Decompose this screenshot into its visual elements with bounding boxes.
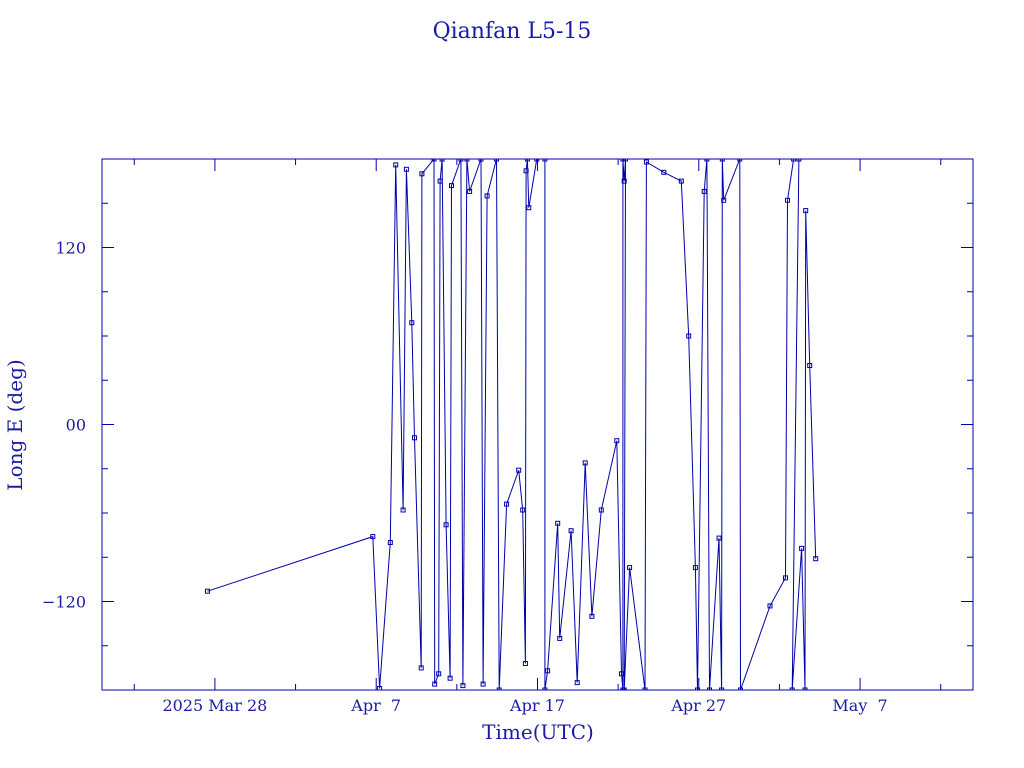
data-point xyxy=(719,687,725,690)
data-point xyxy=(799,545,805,551)
data-point xyxy=(692,565,698,571)
data-point xyxy=(467,188,473,194)
data-point xyxy=(701,188,707,194)
data-point xyxy=(783,575,788,581)
data-point xyxy=(642,687,648,690)
data-point xyxy=(707,687,712,690)
data-point xyxy=(447,675,453,681)
data-point xyxy=(789,687,795,690)
data-point xyxy=(598,507,604,513)
data-point xyxy=(494,159,499,162)
data-point xyxy=(400,507,406,513)
data-point xyxy=(661,169,667,175)
plot-frame xyxy=(101,158,974,691)
data-point xyxy=(623,159,628,162)
data-point xyxy=(464,159,470,162)
data-point xyxy=(542,159,548,162)
series-line xyxy=(207,159,817,690)
data-point xyxy=(542,687,548,690)
data-point xyxy=(524,159,530,162)
data-series xyxy=(205,159,819,690)
data-point xyxy=(589,613,595,619)
data-point xyxy=(437,178,443,184)
data-point xyxy=(449,183,454,189)
x-axis-label: Time(UTC) xyxy=(482,720,594,744)
data-point xyxy=(621,687,627,690)
data-point xyxy=(526,205,532,211)
x-tick-label: Apr 7 xyxy=(350,696,401,715)
data-point xyxy=(621,178,627,184)
data-point xyxy=(686,333,692,339)
data-point xyxy=(431,159,437,162)
data-point xyxy=(716,535,722,541)
y-axis-label: Long E (deg) xyxy=(3,359,27,490)
data-point xyxy=(480,681,486,687)
data-point xyxy=(484,193,490,199)
chart-title: Qianfan L5-15 xyxy=(433,19,592,44)
data-point xyxy=(496,687,502,690)
data-point xyxy=(458,159,464,162)
data-point xyxy=(432,681,438,687)
data-point xyxy=(555,520,561,526)
data-point xyxy=(791,159,797,162)
data-point xyxy=(377,686,383,690)
data-point xyxy=(370,534,376,540)
data-point xyxy=(516,467,522,473)
data-point xyxy=(520,507,526,513)
y-tick-label: −120 xyxy=(42,593,86,612)
data-point xyxy=(796,159,802,162)
data-point xyxy=(568,528,574,534)
data-point xyxy=(582,460,588,466)
data-point xyxy=(436,671,442,677)
data-point xyxy=(205,588,210,594)
data-point xyxy=(393,162,399,168)
x-tick-label: 2025 Mar 28 xyxy=(162,696,267,715)
data-point xyxy=(557,635,563,641)
data-point xyxy=(418,665,424,671)
data-point xyxy=(678,178,684,184)
data-point xyxy=(478,159,484,162)
data-point xyxy=(704,159,710,162)
data-point xyxy=(460,683,466,689)
data-point xyxy=(813,556,819,562)
data-point xyxy=(419,171,425,177)
data-point xyxy=(719,159,725,162)
axis-ticks xyxy=(102,159,973,690)
x-tick-labels: 2025 Mar 28 Apr 7 Apr 17 Apr 27 May 7 xyxy=(162,696,887,715)
data-point xyxy=(807,363,813,368)
data-point xyxy=(721,197,727,203)
data-point xyxy=(443,522,449,528)
data-point xyxy=(802,687,808,690)
x-tick-label: Apr 27 xyxy=(670,696,726,715)
y-tick-label: 120 xyxy=(55,239,86,258)
data-point xyxy=(767,603,773,609)
data-point xyxy=(803,208,809,214)
data-point xyxy=(785,197,790,203)
data-point xyxy=(738,687,743,690)
x-tick-label: May 7 xyxy=(832,696,887,715)
data-point xyxy=(643,159,649,165)
data-point xyxy=(412,435,417,441)
y-tick-labels: 120 00 −120 xyxy=(42,239,86,612)
data-point xyxy=(627,565,633,571)
data-point xyxy=(523,168,529,174)
data-point xyxy=(545,668,551,674)
data-point xyxy=(695,687,700,690)
data-point xyxy=(409,320,415,326)
data-point xyxy=(620,159,626,162)
data-point xyxy=(504,501,510,507)
data-point xyxy=(619,671,624,677)
data-point xyxy=(439,159,445,162)
data-point xyxy=(522,661,528,666)
x-tick-label: Apr 17 xyxy=(509,696,565,715)
data-point xyxy=(614,438,620,444)
y-tick-label: 00 xyxy=(66,416,86,435)
data-point xyxy=(387,540,393,545)
data-point xyxy=(403,166,409,172)
data-point xyxy=(737,159,743,162)
data-point xyxy=(534,159,540,162)
data-point xyxy=(574,680,580,686)
